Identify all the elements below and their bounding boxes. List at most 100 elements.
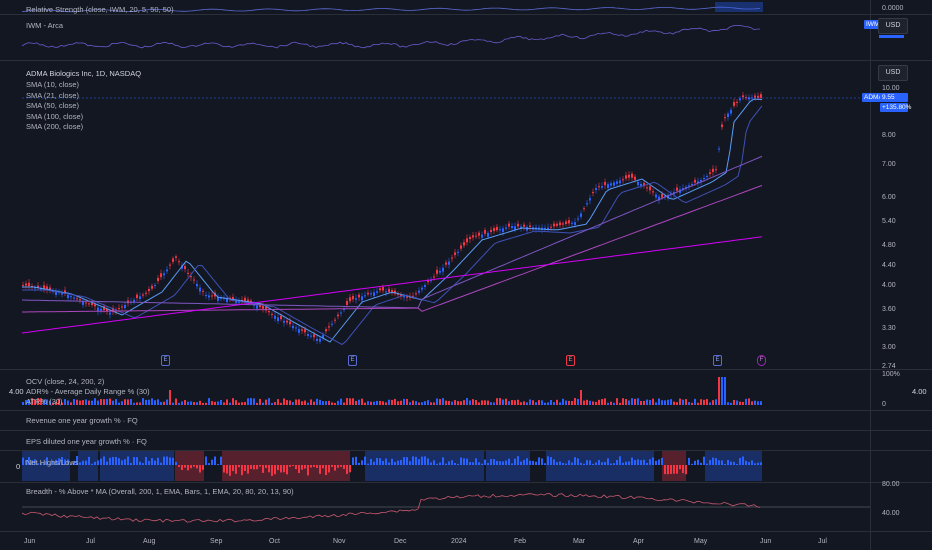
volume-bar (127, 399, 129, 405)
candle-body (736, 101, 738, 103)
highs-lows-bar (325, 465, 327, 475)
volume-bar (568, 400, 570, 405)
highs-lows-bar (190, 465, 192, 469)
volume-tick: 100% (882, 371, 900, 378)
sma-200-line (21, 236, 763, 334)
candle-body (382, 286, 384, 291)
volume-bar (82, 400, 84, 405)
sma-10-label[interactable]: SMA (10, close) (26, 80, 79, 89)
highs-lows-bar (718, 460, 720, 465)
volume-bar (403, 398, 405, 405)
candle-body (520, 226, 522, 229)
highs-lows-bar (202, 465, 204, 470)
candle-body (139, 296, 141, 299)
candle-body (163, 273, 165, 276)
volume-bar (481, 400, 483, 405)
highs-lows-bar (394, 462, 396, 465)
volume-bar (292, 402, 294, 405)
sma-100-label[interactable]: SMA (100, close) (26, 112, 84, 121)
highs-lows-bar (580, 462, 582, 465)
net-highs-lows-title[interactable]: Net Highs/Lows (26, 458, 79, 467)
volume-bar (526, 402, 528, 405)
volume-bar (634, 398, 636, 405)
earnings-marker[interactable]: E (348, 355, 357, 366)
volume-bar (280, 402, 282, 405)
highs-lows-bar (760, 462, 762, 465)
future-event-marker[interactable]: F (757, 355, 766, 366)
candle-body (187, 272, 189, 274)
volume-bar (730, 402, 732, 405)
price-scale-column[interactable] (870, 0, 932, 550)
highs-lows-bar (187, 465, 189, 471)
symbol-title[interactable]: ADMA Biologics Inc, 1D, NASDAQ (26, 69, 142, 78)
highs-lows-bar (547, 456, 549, 465)
candle-body (106, 309, 108, 312)
volume-bar (367, 401, 369, 405)
volume-bar (97, 400, 99, 405)
highs-lows-bar (316, 465, 318, 468)
iwm-currency-button[interactable]: USD (878, 18, 908, 34)
highs-lows-bar (646, 463, 648, 465)
highs-lows-bar (367, 463, 369, 465)
adr-label[interactable]: ADR% - Average Daily Range % (30) (26, 387, 150, 396)
eps-growth-title[interactable]: EPS diluted one year growth % · FQ (26, 437, 147, 446)
highs-lows-bar (700, 462, 702, 465)
volume-bar (664, 400, 666, 405)
candle-body (562, 223, 564, 225)
candle-body (433, 276, 435, 278)
candle-body (709, 172, 711, 174)
highs-lows-bar (649, 459, 651, 465)
candle-body (511, 226, 513, 229)
revenue-growth-title[interactable]: Revenue one year growth % · FQ (26, 416, 138, 425)
candle-body (439, 270, 441, 273)
sma-21-label[interactable]: SMA (21, close) (26, 91, 79, 100)
highs-lows-bar (46, 457, 48, 465)
highs-lows-bar (430, 462, 432, 465)
highs-lows-bar (211, 459, 213, 465)
earnings-marker[interactable]: E (566, 355, 575, 366)
ocv-label[interactable]: OCV (close, 24, 200, 2) (26, 377, 105, 386)
volume-bar (466, 398, 468, 405)
sma-200-label[interactable]: SMA (200, close) (26, 122, 84, 131)
highs-lows-bar (460, 457, 462, 465)
volume-bar (22, 401, 24, 405)
candle-body (760, 94, 762, 98)
volume-bar (424, 401, 426, 405)
breadth-title[interactable]: Breadth - % Above * MA (Overall, 200, 1,… (26, 487, 294, 496)
highs-lows-bar (442, 457, 444, 465)
volume-bar (655, 402, 657, 405)
symbol-price-badge: ADMA (862, 93, 885, 102)
volume-bar (73, 399, 75, 405)
earnings-marker[interactable]: E (713, 355, 722, 366)
volume-bar (295, 399, 297, 405)
highs-lows-bar (178, 465, 180, 467)
volume-bar (235, 400, 237, 405)
highs-lows-bar (508, 458, 510, 465)
volume-bar (289, 400, 291, 405)
volume-bar (91, 400, 93, 405)
highs-lows-bar (61, 457, 63, 465)
candle-body (481, 234, 483, 238)
volume-bar (676, 402, 678, 405)
earnings-marker[interactable]: E (161, 355, 170, 366)
atr-label[interactable]: ATR% (30) (26, 397, 63, 406)
candle-body (472, 235, 474, 238)
candle-body (109, 312, 111, 315)
volume-bar (139, 402, 141, 405)
candle-body (175, 256, 177, 258)
volume-bar (25, 400, 27, 405)
sma-50-label[interactable]: SMA (50, close) (26, 101, 79, 110)
volume-bar (742, 401, 744, 405)
highs-lows-bar (391, 458, 393, 465)
highs-lows-bar (427, 458, 429, 465)
highs-lows-bar (724, 463, 726, 465)
volume-bar (340, 398, 342, 405)
candle-body (343, 308, 345, 311)
volume-bar (724, 377, 726, 405)
highs-lows-bar (736, 463, 738, 465)
candle-body (55, 291, 57, 295)
volume-bar (283, 398, 285, 405)
candle-body (136, 294, 138, 299)
main-currency-button[interactable]: USD (878, 65, 908, 81)
